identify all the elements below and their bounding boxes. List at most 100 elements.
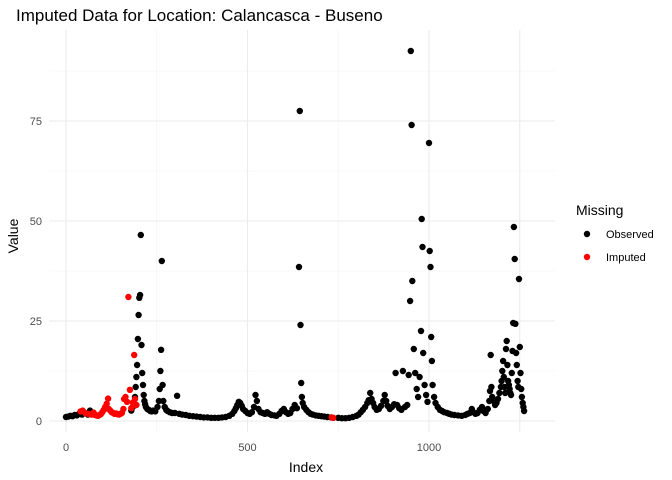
x-tick-label: 500 [238,442,256,454]
point-observed [173,392,181,399]
point-observed [134,335,142,343]
point-observed [253,397,261,405]
point-observed [405,371,412,379]
point-observed [500,373,507,381]
point-observed [496,389,503,397]
point-observed [484,405,491,413]
x-axis-ticks: 0 500 1000 [63,442,441,454]
point-observed [410,345,417,353]
x-tick-label: 0 [63,442,69,454]
point-observed [139,381,147,389]
legend-marker-observed [583,230,591,238]
point-observed [494,395,502,403]
point-imputed [330,414,337,421]
point-observed [136,291,144,299]
point-imputed [128,405,135,412]
point-observed [419,243,426,251]
point-observed [424,398,431,405]
point-observed [404,401,411,409]
point-observed [412,369,419,377]
point-observed [429,381,436,389]
point-observed [515,275,523,283]
point-observed [430,393,438,401]
point-imputed [120,405,127,413]
legend: Missing Observed Imputed [576,202,654,264]
point-observed [507,391,515,399]
point-observed [520,407,528,415]
x-tick-label: 1000 [417,442,441,454]
point-observed [414,393,422,401]
point-observed [499,357,507,365]
point-observed [499,367,506,375]
point-observed [488,383,495,391]
y-axis-label: Value [5,218,21,253]
point-observed [383,397,390,405]
point-imputed [103,400,110,407]
data-points [62,47,528,422]
point-observed [512,320,519,327]
point-imputed [131,395,139,403]
point-observed [155,397,163,405]
point-observed [381,391,388,399]
point-observed [158,257,165,265]
point-observed [514,377,521,385]
point-observed [409,277,416,285]
point-observed [298,393,306,401]
point-observed [418,215,425,223]
point-observed [138,341,145,349]
point-observed [296,107,303,115]
point-observed [428,333,435,341]
point-observed [511,255,518,263]
point-observed [132,383,139,391]
point-observed [160,397,167,405]
legend-marker-imputed [583,253,591,261]
point-observed [293,405,301,412]
legend-label-observed: Observed [606,229,654,241]
point-observed [413,385,420,393]
point-imputed [123,398,131,405]
y-tick-label: 75 [30,116,42,128]
point-observed [426,247,433,255]
point-observed [508,369,515,377]
point-observed [427,263,434,271]
point-observed [503,337,510,345]
grid [49,30,555,432]
point-observed [367,389,374,397]
point-observed [516,343,523,351]
point-observed [420,349,427,357]
y-tick-label: 25 [30,316,42,328]
legend-title: Missing [576,202,623,218]
point-observed [422,391,430,399]
point-imputed [125,293,132,301]
point-observed [295,263,303,271]
point-observed [377,402,385,409]
point-observed [252,391,259,399]
x-axis-label: Index [289,459,323,475]
point-observed [135,311,142,319]
point-observed [518,385,525,393]
legend-label-imputed: Imputed [606,252,646,264]
point-observed [504,361,511,369]
point-observed [518,393,526,401]
point-observed [407,47,414,55]
y-tick-label: 0 [36,416,42,428]
point-observed [517,369,524,377]
point-observed [512,349,520,357]
point-observed [140,391,147,399]
point-observed [421,381,428,389]
point-imputed [133,401,140,409]
point-observed [513,361,520,369]
point-observed [297,321,304,329]
point-observed [487,351,494,359]
point-observed [298,379,305,387]
point-imputed [122,393,129,401]
chart-title: Imputed Data for Location: Calancasca - … [16,6,383,25]
point-observed [157,346,165,353]
y-axis-ticks: 0 25 50 75 [30,116,42,428]
point-observed [502,345,510,353]
point-observed [133,361,141,369]
point-observed [406,297,414,305]
point-observed [416,373,423,381]
point-imputed [131,351,138,359]
